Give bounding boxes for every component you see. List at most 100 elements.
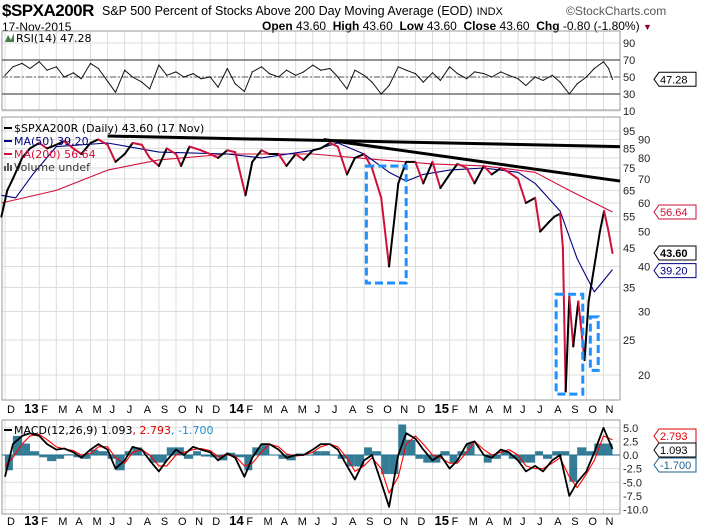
macd-histogram-bar [569, 455, 578, 482]
price-segment [328, 141, 339, 148]
month-tick-label: J [332, 516, 338, 528]
price-segment [0, 189, 9, 218]
rsi-point [268, 73, 270, 75]
rsi-tick-label: 90 [623, 38, 635, 50]
price-segment [38, 141, 49, 150]
price-tick-label: 50 [638, 227, 650, 239]
price-segment [448, 162, 459, 176]
month-tick-label: A [486, 404, 494, 416]
rsi-point [209, 76, 211, 78]
price-segment [157, 147, 168, 167]
month-tick-label: A [75, 404, 83, 416]
macd-histogram-bar [423, 455, 433, 463]
price-legend-item: Volume undef [14, 161, 91, 174]
price-segment [482, 164, 493, 176]
price-segment [285, 153, 297, 167]
macd-histogram-bar [542, 455, 553, 459]
month-tick-label: M [298, 516, 307, 528]
highlight-box [554, 292, 585, 396]
price-segment [89, 138, 100, 144]
macd-histogram-bar [200, 455, 211, 457]
high-label: High [332, 19, 360, 33]
month-tick-label: A [554, 516, 562, 528]
price-tick-label: 70 [638, 174, 650, 186]
rsi-point [397, 66, 399, 68]
rsi-point [585, 76, 588, 78]
price-segment [226, 149, 237, 154]
month-tick-label: N [400, 516, 408, 528]
open-label: Open [262, 19, 293, 33]
macd-histogram-bar [364, 447, 372, 455]
rsi-point [141, 81, 143, 83]
price-value-tag: 43.60 [653, 245, 697, 261]
macd-histogram-bar [415, 455, 424, 459]
month-tick-label: A [281, 404, 289, 416]
macd-histogram-bar [39, 455, 48, 458]
close-label: Close [463, 19, 497, 33]
price-segment [568, 295, 575, 348]
month-tick-label: S [366, 516, 373, 528]
price-segment [547, 215, 556, 224]
price-value-tag-box [653, 245, 697, 261]
month-tick-label: M [93, 516, 102, 528]
rsi-point [312, 64, 314, 66]
month-tick-label: M [469, 404, 478, 416]
rsi-point [439, 79, 441, 81]
rsi-point [260, 66, 263, 68]
price-tick-label: 60 [638, 198, 650, 210]
rsi-point [517, 78, 519, 80]
price-segment [370, 167, 383, 199]
price-segment [607, 230, 614, 254]
macd-histogram-bar [560, 451, 570, 455]
macd-histogram-bar [12, 435, 23, 455]
price-segment [507, 171, 519, 180]
price-segment [114, 153, 126, 163]
rsi-point [302, 71, 305, 73]
rsi-point [559, 81, 561, 83]
macd-histogram-bar [466, 443, 475, 455]
macd-legend-part: MACD(12,26,9) [14, 424, 101, 437]
macd-histogram-bar [73, 455, 82, 458]
macd-histogram-bar [398, 424, 407, 455]
price-tick-label: 90 [638, 134, 650, 146]
rsi-point [346, 88, 348, 90]
month-tick-label: J [315, 516, 321, 528]
rsi-point [534, 76, 536, 78]
price-segment [534, 196, 542, 233]
month-tick-label: M [264, 404, 273, 416]
low-label: Low [399, 19, 424, 33]
price-tick-label: 30 [638, 307, 650, 319]
price-segment [46, 143, 58, 150]
brand-logo[interactable]: ©StockCharts.com [566, 4, 667, 18]
price-segment [431, 160, 442, 190]
macd-histogram-bar [440, 451, 450, 455]
macd-histogram-bar [158, 455, 167, 463]
month-tick-label: J [332, 404, 338, 416]
rsi-point [80, 78, 82, 80]
macd-tick-label: -10.0 [623, 505, 648, 517]
price-segment [123, 141, 134, 156]
rsi-value-tag: 47.28 [653, 71, 697, 87]
price-segment [336, 145, 348, 176]
price-segment [188, 145, 202, 152]
ma200-value-tag-text: 56.64 [660, 207, 688, 219]
month-tick-label: D [212, 516, 220, 528]
macd-histogram-bar [235, 455, 245, 458]
ma50-value-tag: 39.20 [653, 263, 697, 279]
rsi-point [602, 61, 605, 63]
month-tick-label: A [486, 516, 494, 528]
rsi-point [363, 74, 365, 76]
macd-histogram-bar [483, 455, 492, 463]
histogram-value-tag: -1.700 [653, 457, 697, 473]
chg-value: -0.80 (-1.80%) [562, 19, 640, 33]
rsi-point [55, 66, 57, 68]
price-segment [346, 156, 356, 176]
price-segment [572, 300, 580, 348]
month-tick-label: A [349, 404, 357, 416]
price-segment [380, 196, 391, 268]
volume-bars-icon [4, 163, 12, 171]
price-value-tag-text: 43.60 [660, 248, 688, 260]
price-segment [11, 156, 24, 180]
rsi-tick-label: 70 [623, 55, 635, 67]
